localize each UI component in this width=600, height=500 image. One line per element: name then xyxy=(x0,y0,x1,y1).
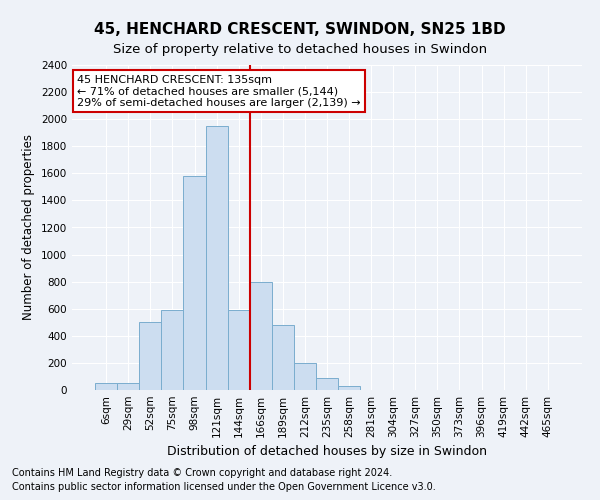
Bar xyxy=(250,282,272,390)
Bar xyxy=(206,126,227,390)
Bar xyxy=(184,176,206,390)
Bar xyxy=(139,322,161,390)
Bar xyxy=(95,383,117,390)
Text: 45, HENCHARD CRESCENT, SWINDON, SN25 1BD: 45, HENCHARD CRESCENT, SWINDON, SN25 1BD xyxy=(94,22,506,38)
Text: Contains public sector information licensed under the Open Government Licence v3: Contains public sector information licen… xyxy=(12,482,436,492)
Bar xyxy=(272,325,294,390)
Text: Contains HM Land Registry data © Crown copyright and database right 2024.: Contains HM Land Registry data © Crown c… xyxy=(12,468,392,477)
Y-axis label: Number of detached properties: Number of detached properties xyxy=(22,134,35,320)
Bar xyxy=(117,383,139,390)
Bar xyxy=(338,386,360,390)
Bar xyxy=(294,363,316,390)
Bar xyxy=(316,378,338,390)
Text: Size of property relative to detached houses in Swindon: Size of property relative to detached ho… xyxy=(113,42,487,56)
Bar xyxy=(161,310,184,390)
Bar xyxy=(227,310,250,390)
Text: 45 HENCHARD CRESCENT: 135sqm
← 71% of detached houses are smaller (5,144)
29% of: 45 HENCHARD CRESCENT: 135sqm ← 71% of de… xyxy=(77,74,361,108)
X-axis label: Distribution of detached houses by size in Swindon: Distribution of detached houses by size … xyxy=(167,446,487,458)
